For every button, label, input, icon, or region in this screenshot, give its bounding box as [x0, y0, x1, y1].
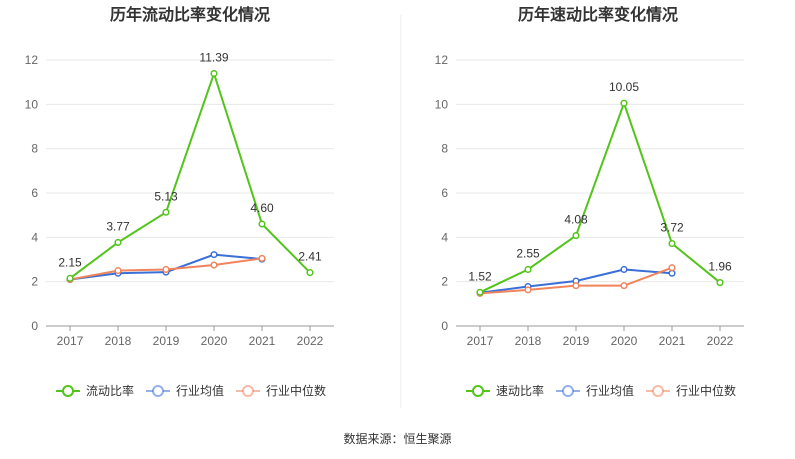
data-point[interactable] — [162, 265, 170, 274]
data-point[interactable] — [668, 264, 676, 272]
legend-item[interactable]: 速动比率 — [466, 383, 544, 398]
data-point[interactable] — [668, 239, 676, 248]
data-point[interactable] — [210, 69, 218, 78]
data-point[interactable] — [572, 282, 580, 290]
chart-panel-2: 历年速动比率变化情况 0 2 4 6 8 10 12 2017 2018 2019 2020 2021 2… — [435, 5, 744, 398]
data-label: 2.41 — [298, 250, 322, 264]
data-point[interactable] — [114, 238, 122, 246]
data-point[interactable] — [716, 279, 724, 287]
series-line — [69, 72, 311, 280]
legend-marker-icon — [62, 385, 74, 397]
series-main: 2.15 3.77 5.13 11.39 4.60 2.41 — [58, 51, 322, 282]
data-label: 11.39 — [199, 51, 228, 65]
legend-marker-icon — [472, 385, 484, 397]
legend-label: 行业均值 — [176, 383, 224, 398]
y-tick-label: 6 — [31, 186, 38, 200]
y-tick-label: 12 — [25, 53, 39, 67]
data-point[interactable] — [524, 265, 532, 274]
data-label: 5.13 — [154, 189, 178, 203]
data-point[interactable] — [306, 269, 314, 277]
x-tick-label: 2022 — [297, 334, 324, 348]
series-industry-median — [66, 254, 266, 284]
data-point[interactable] — [66, 274, 74, 282]
data-label: 3.72 — [660, 221, 684, 235]
y-tick-label: 6 — [441, 186, 448, 200]
data-label: 10.05 — [609, 80, 639, 94]
data-label: 3.77 — [106, 219, 130, 233]
data-point[interactable] — [572, 232, 580, 240]
data-point[interactable] — [668, 269, 676, 277]
x-tick-label: 2019 — [153, 334, 180, 348]
x-tick-label: 2018 — [105, 334, 132, 348]
data-point[interactable] — [210, 261, 218, 269]
legend-item[interactable]: 行业中位数 — [236, 383, 326, 398]
legend-marker-icon — [242, 385, 254, 397]
legend-label: 行业中位数 — [266, 383, 326, 398]
y-tick-label: 0 — [31, 319, 38, 333]
y-tick-label: 10 — [435, 97, 449, 111]
y-tick-label: 4 — [31, 230, 38, 244]
data-point[interactable] — [620, 99, 628, 107]
x-tick-label: 2017 — [467, 334, 494, 348]
x-tick-label: 2022 — [707, 334, 734, 348]
legend-item[interactable]: 流动比率 — [56, 383, 134, 398]
legend-label: 流动比率 — [86, 383, 134, 398]
data-point[interactable] — [258, 220, 266, 228]
legend-label: 行业均值 — [586, 383, 634, 398]
chart-panel-1: 历年流动比率变化情况 0 2 4 6 8 10 12 2017 2018 2019 2020 2021 2… — [25, 5, 334, 398]
x-tick-label: 2019 — [563, 334, 590, 348]
y-tick-label: 8 — [31, 142, 38, 156]
x-tick-label: 2020 — [201, 334, 228, 348]
data-point[interactable] — [620, 265, 628, 274]
legend-item[interactable]: 行业均值 — [556, 383, 634, 398]
y-tick-label: 8 — [441, 142, 448, 156]
data-label: 2.55 — [516, 246, 540, 260]
data-point[interactable] — [258, 254, 266, 262]
data-point[interactable] — [114, 267, 122, 275]
data-label: 2.15 — [58, 255, 82, 269]
legend-marker-icon — [562, 385, 574, 397]
y-tick-label: 0 — [441, 319, 448, 333]
legend-label: 行业中位数 — [676, 383, 736, 398]
y-tick-label: 12 — [435, 53, 449, 67]
data-point[interactable] — [162, 208, 170, 216]
data-label: 4.60 — [250, 201, 274, 215]
data-label: 1.96 — [708, 260, 732, 274]
legend-marker-icon — [152, 385, 164, 397]
series-line — [479, 102, 721, 294]
series-main: 1.52 2.55 4.08 10.05 3.72 1.96 — [468, 80, 732, 296]
chart-title: 历年流动比率变化情况 — [110, 5, 270, 24]
data-point[interactable] — [524, 286, 532, 294]
x-tick-label: 2020 — [611, 334, 638, 348]
y-tick-label: 10 — [25, 97, 39, 111]
y-tick-label: 2 — [441, 275, 448, 289]
legend-item[interactable]: 行业中位数 — [646, 383, 736, 398]
y-tick-label: 2 — [31, 275, 38, 289]
x-tick-label: 2021 — [659, 334, 686, 348]
data-point[interactable] — [210, 251, 218, 259]
data-label: 1.52 — [468, 269, 492, 283]
data-source-note: 数据来源：恒生聚源 — [343, 432, 452, 446]
y-tick-label: 4 — [441, 230, 448, 244]
data-label: 4.08 — [564, 213, 588, 227]
data-point[interactable] — [476, 288, 484, 296]
legend-item[interactable]: 行业均值 — [146, 383, 224, 398]
data-point[interactable] — [620, 282, 628, 290]
legend-marker-icon — [652, 385, 664, 397]
x-tick-label: 2021 — [249, 334, 276, 348]
legend-label: 速动比率 — [496, 383, 544, 398]
chart-title: 历年速动比率变化情况 — [518, 5, 678, 24]
x-tick-label: 2017 — [57, 334, 84, 348]
x-tick-label: 2018 — [515, 334, 542, 348]
